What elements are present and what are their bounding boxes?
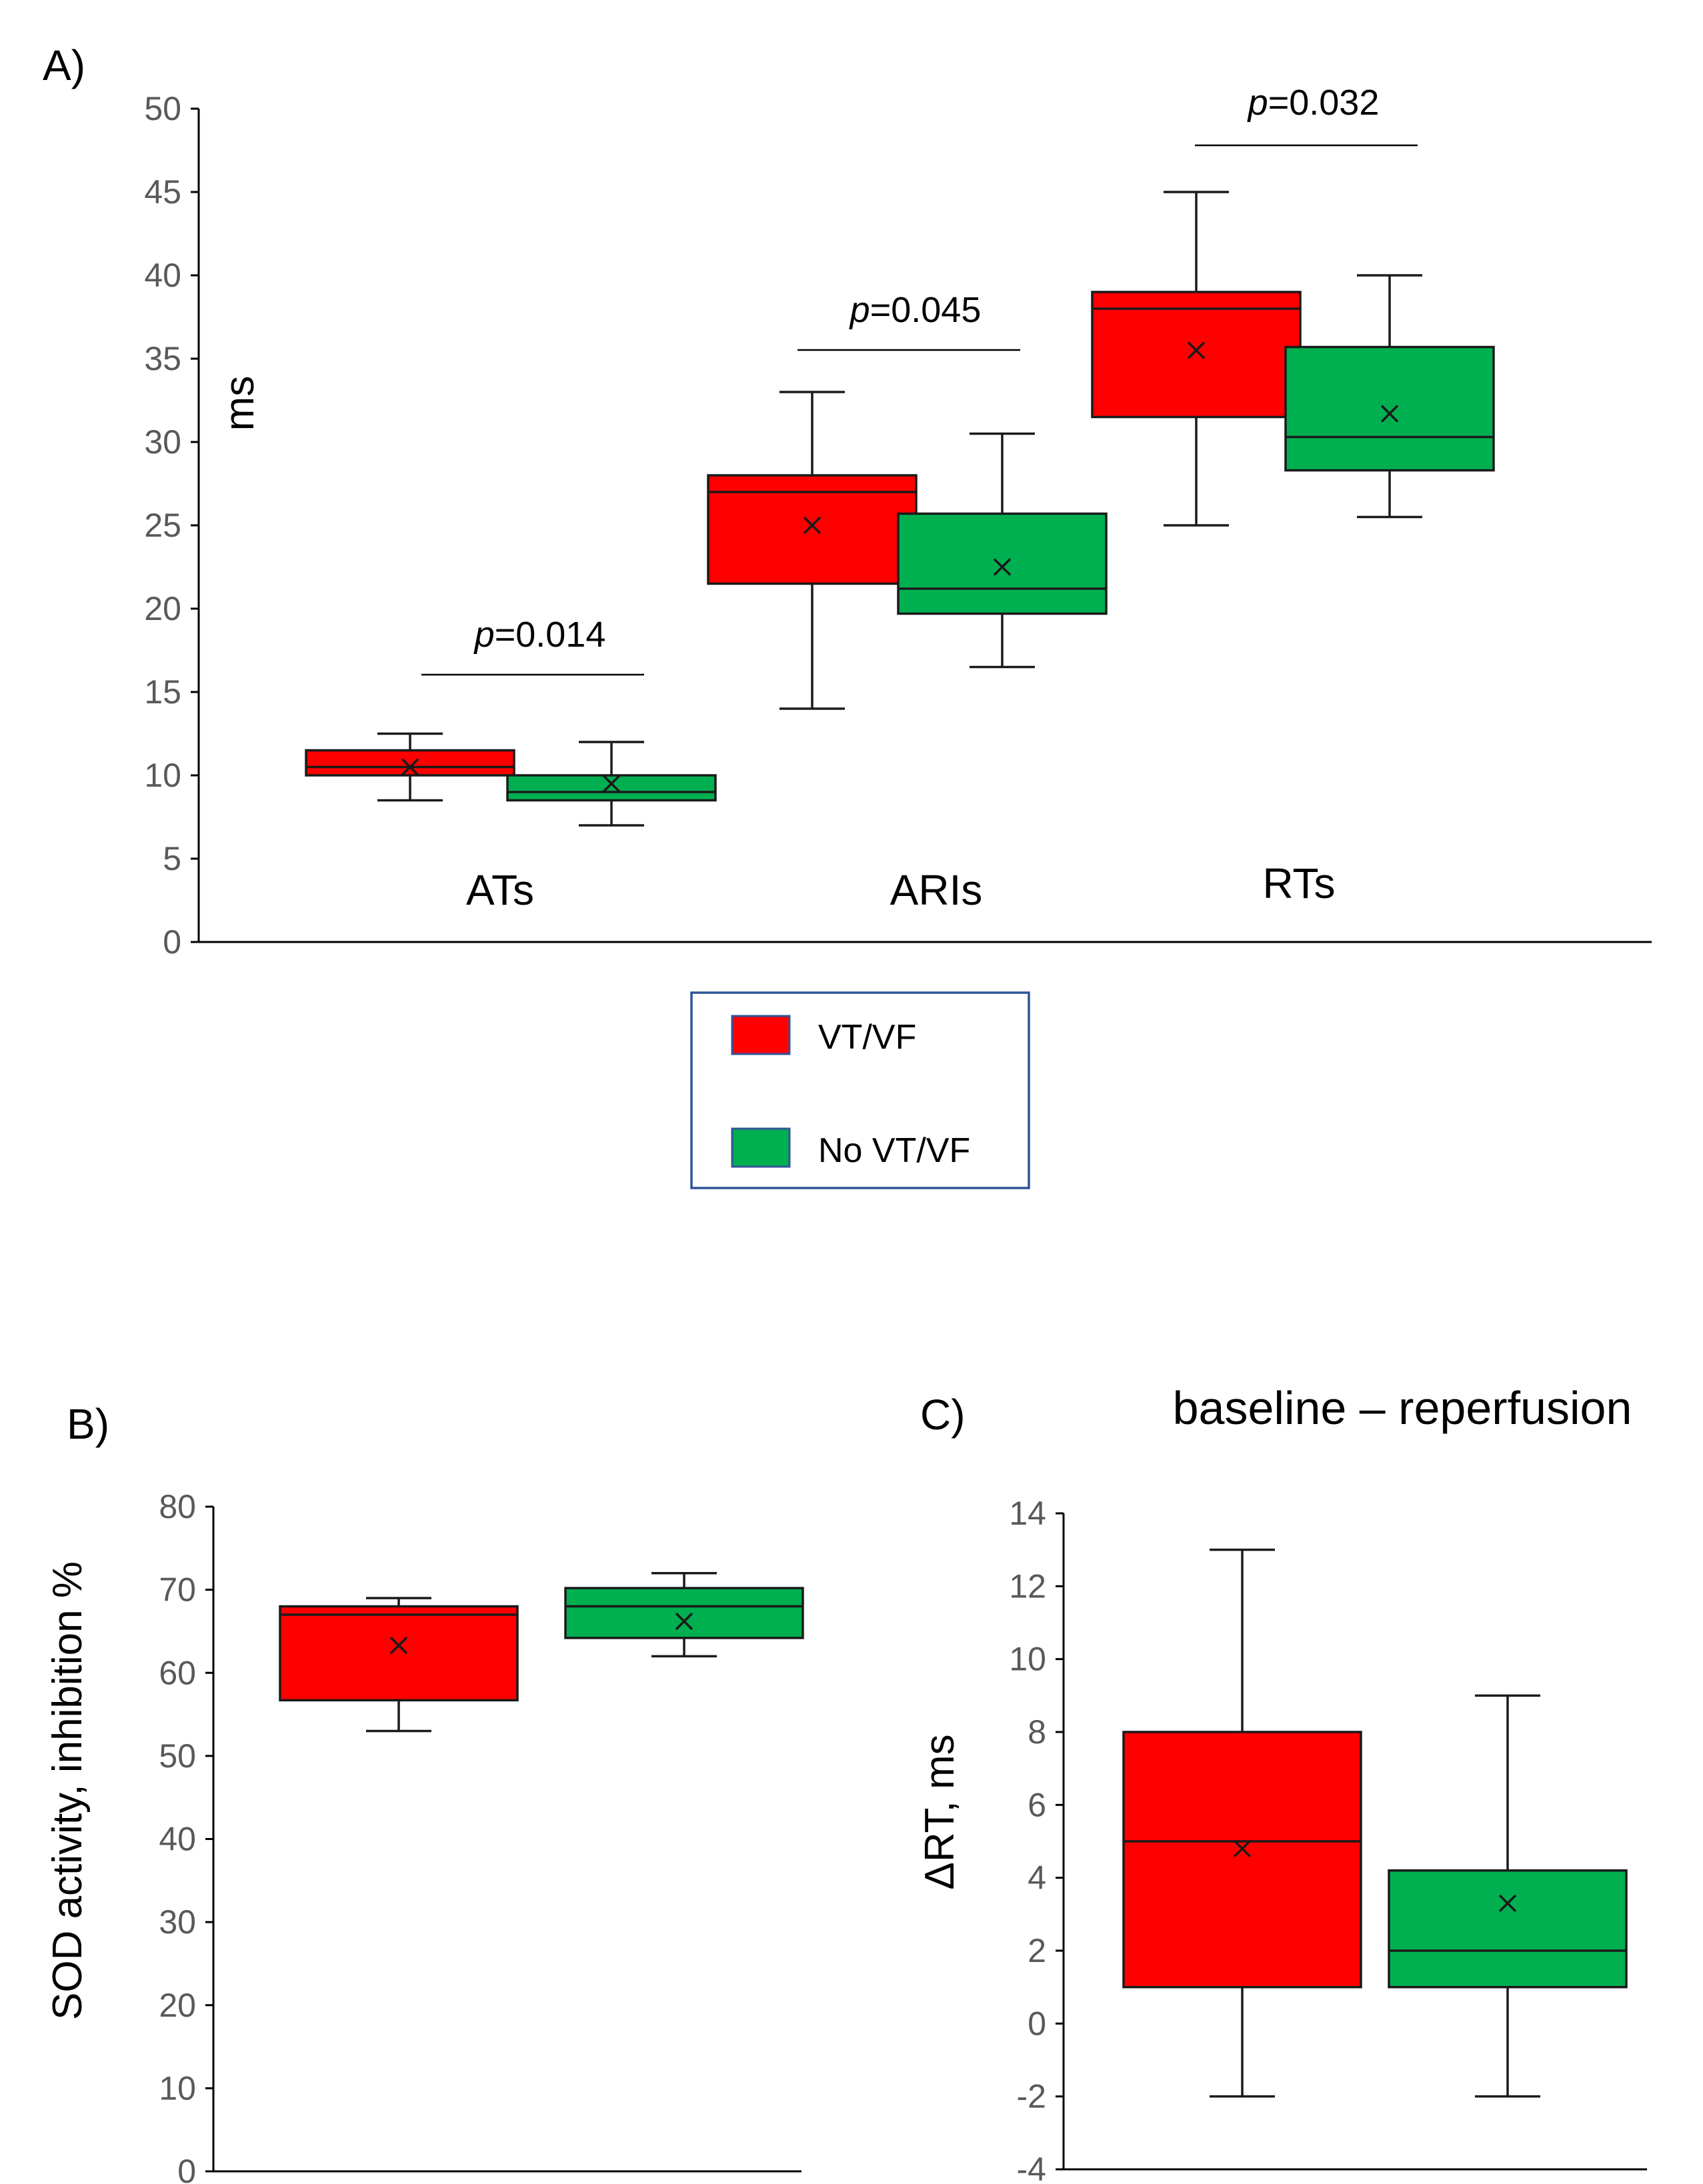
y-tick-label: 80: [159, 1488, 196, 1525]
y-tick-label: 5: [163, 840, 181, 877]
mean-marker: [993, 558, 1012, 576]
mean-marker: [1233, 1839, 1252, 1858]
panel-b-boxes: [279, 1571, 804, 1733]
y-tick-label: 6: [1028, 1786, 1046, 1823]
iqr-box: [1284, 345, 1495, 472]
mean-marker: [389, 1636, 408, 1655]
y-tick-label: -2: [1017, 2078, 1046, 2115]
iqr-box: [506, 774, 717, 802]
legend-swatch-no-vt-vf: [731, 1127, 791, 1168]
iqr-box: [305, 749, 515, 777]
p-value-aris: p=0.045: [849, 290, 982, 330]
panel-c-title: baseline – reperfusion: [1173, 1382, 1632, 1434]
y-tick-label: 0: [177, 2153, 196, 2184]
panel-b-chart: B) SOD activity, inhibition % 0 10 20 30 40 5…: [45, 1400, 804, 2184]
panel-c-boxes: [1122, 1548, 1628, 2098]
y-tick-label: 30: [159, 1903, 196, 1941]
box-aris-no-vt-vf: [897, 432, 1108, 669]
y-tick-label: 35: [144, 340, 181, 377]
panel-b-y-ticks: 0 10 20 30 40 50 60 70 80: [159, 1488, 801, 2184]
y-tick-label: 0: [163, 923, 181, 961]
iqr-box: [1388, 1869, 1628, 1989]
y-tick-label: 4: [1028, 1859, 1046, 1897]
box-aris-vt-vf: [707, 391, 918, 710]
category-label-rts: RTs: [1262, 859, 1335, 907]
mean-marker: [602, 775, 621, 793]
box-ats-vt-vf: [305, 732, 515, 802]
category-label-ats: ATs: [466, 866, 534, 914]
y-tick-label: -4: [1017, 2151, 1046, 2184]
y-tick-label: 45: [144, 173, 181, 211]
iqr-box: [564, 1587, 804, 1639]
y-tick-label: 0: [1028, 2005, 1046, 2042]
legend: VT/VF No VT/VF: [690, 991, 1030, 1189]
box-ats-no-vt-vf: [506, 741, 717, 827]
iqr-box: [897, 512, 1108, 615]
y-tick-label: 12: [1009, 1567, 1046, 1605]
mean-marker: [1380, 405, 1399, 423]
panel-a-y-ticks: 0 5 10 15 20 25 30 35 40 45 50: [144, 90, 1652, 961]
panel-c-label: C): [920, 1391, 966, 1439]
y-tick-label: 50: [144, 90, 181, 127]
panel-b-label: B): [67, 1400, 109, 1448]
y-tick-label: 40: [144, 257, 181, 294]
p-value-ats: p=0.014: [473, 615, 606, 655]
panel-a-boxes: [305, 191, 1495, 827]
y-tick-label: 2: [1028, 1932, 1046, 1969]
panel-c-ylabel: ΔRT, ms: [917, 1734, 963, 1889]
box-vt-vf: [1122, 1548, 1362, 2098]
y-tick-label: 15: [144, 673, 181, 711]
y-tick-label: 8: [1028, 1713, 1046, 1751]
iqr-box: [1091, 291, 1302, 419]
p-value-rts: p=0.032: [1247, 83, 1380, 123]
panel-c-chart: C) baseline – reperfusion ΔRT, ms -4 -2 0 2…: [917, 1382, 1647, 2184]
y-tick-label: 40: [159, 1821, 196, 1858]
y-tick-label: 10: [1009, 1641, 1046, 1678]
box-rts-no-vt-vf: [1284, 274, 1495, 519]
panel-a-label: A): [43, 41, 85, 89]
y-tick-label: 14: [1009, 1495, 1046, 1532]
panel-a-ylabel: ms: [217, 376, 263, 431]
legend-swatch-vt-vf: [731, 1015, 791, 1055]
box-no-vt-vf: [1388, 1694, 1628, 2098]
mean-marker: [675, 1612, 693, 1631]
mean-marker: [401, 758, 419, 776]
legend-label-vt-vf: VT/VF: [818, 1018, 916, 1057]
iqr-box: [1122, 1731, 1362, 1989]
y-tick-label: 70: [159, 1571, 196, 1609]
y-tick-label: 20: [159, 1987, 196, 2024]
mean-marker: [1187, 341, 1206, 359]
y-tick-label: 30: [144, 423, 181, 461]
iqr-box: [707, 474, 918, 585]
panel-a-significance: p=0.014 p=0.045 p=0.032: [421, 83, 1418, 676]
iqr-box: [279, 1605, 519, 1702]
box-no-vt-vf: [564, 1571, 804, 1658]
category-label-aris: ARIs: [890, 866, 983, 914]
box-rts-vt-vf: [1091, 191, 1302, 527]
y-tick-label: 50: [159, 1737, 196, 1775]
y-tick-label: 10: [144, 757, 181, 794]
y-tick-label: 20: [144, 590, 181, 627]
mean-marker: [803, 516, 821, 535]
legend-label-no-vt-vf: No VT/VF: [818, 1131, 970, 1170]
box-vt-vf: [279, 1597, 519, 1733]
mean-marker: [1498, 1894, 1517, 1913]
panel-c-y-ticks: -4 -2 0 2 4 6 8 10 12 14: [1009, 1495, 1647, 2184]
y-tick-label: 60: [159, 1654, 196, 1691]
panel-b-ylabel: SOD activity, inhibition %: [45, 1561, 91, 2020]
panel-a-category-labels: ATs ARIs RTs: [466, 859, 1336, 914]
y-tick-label: 25: [144, 507, 181, 544]
y-tick-label: 10: [159, 2069, 196, 2107]
